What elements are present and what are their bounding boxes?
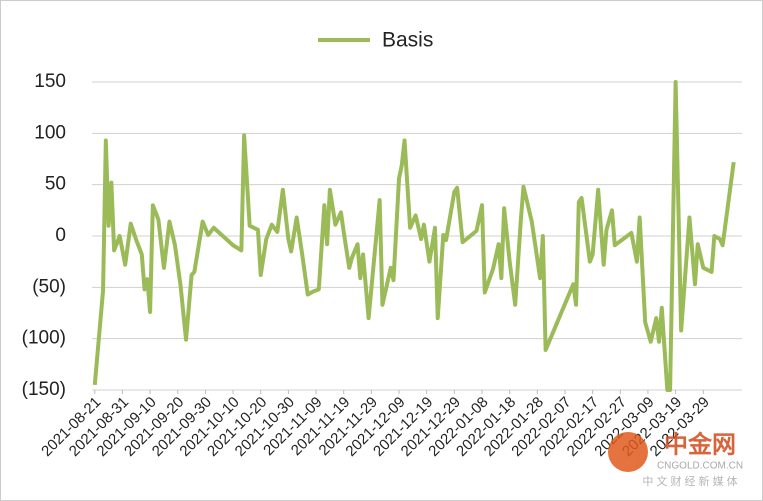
data-line bbox=[92, 80, 736, 392]
y-tick-label: 50 bbox=[45, 174, 66, 195]
y-tick-label: (50) bbox=[32, 276, 66, 297]
watermark: 中金网 CNGOLD.COM.CN 中 文 财 经 新 媒 体 bbox=[608, 430, 743, 488]
y-tick-label: 150 bbox=[34, 71, 66, 92]
legend-label: Basis bbox=[382, 29, 433, 52]
watermark-name: 中金网 bbox=[664, 430, 736, 458]
watermark-url: CNGOLD.COM.CN bbox=[657, 461, 743, 472]
y-tick-label: (100) bbox=[22, 328, 66, 349]
y-tick-label: 100 bbox=[34, 122, 66, 143]
y-tick-label: 0 bbox=[55, 225, 66, 246]
y-tick-label: (150) bbox=[22, 379, 66, 400]
watermark-logo bbox=[608, 432, 648, 472]
watermark-slogan: 中 文 财 经 新 媒 体 bbox=[642, 474, 737, 488]
